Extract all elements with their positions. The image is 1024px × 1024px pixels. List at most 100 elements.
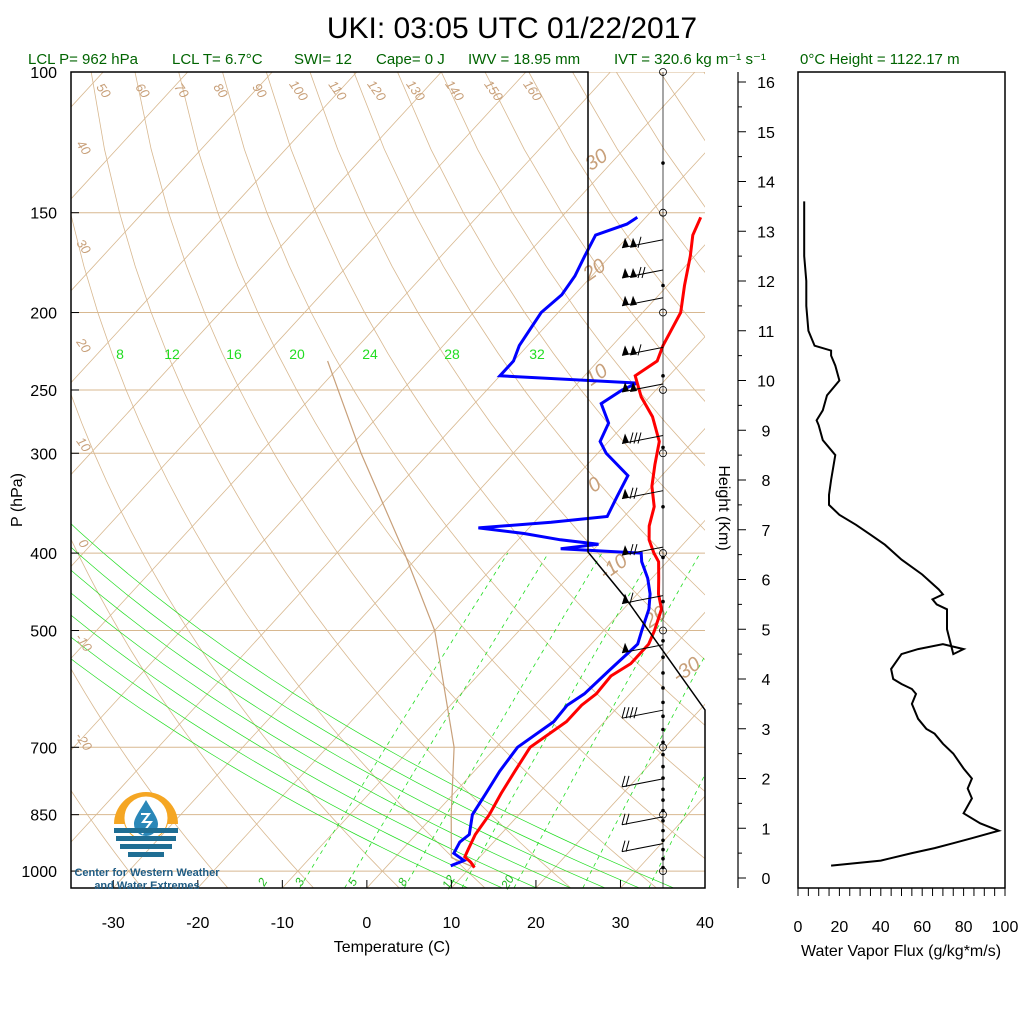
y-tick-label: 500 <box>30 624 57 641</box>
wind-level-dot <box>661 671 665 675</box>
x-tick-label: 20 <box>527 915 545 932</box>
moist-adiabat-line <box>71 569 606 888</box>
x-tick-label: -30 <box>102 915 125 932</box>
height-tick-label: 2 <box>762 772 771 789</box>
wind-barb-pennant <box>622 237 629 248</box>
logo-water-bands <box>114 828 178 857</box>
moist-adiabat-label: 20 <box>289 346 305 362</box>
wind-level-dot <box>661 283 665 288</box>
moist-adiabat-label: 16 <box>226 346 242 362</box>
dry-adiabat-label: 130 <box>403 77 428 104</box>
ivt-label: IVT = 320.6 kg m⁻¹ s⁻¹ <box>614 51 766 68</box>
wind-barb-pennant <box>622 593 629 604</box>
height-axis-label: Height (Km) <box>715 465 732 550</box>
isotherm-line <box>366 519 705 888</box>
temperature-series-line <box>462 216 703 869</box>
skewt-background-lines <box>71 72 1024 888</box>
wind-level-dot <box>661 714 665 718</box>
y-tick-label: 250 <box>30 383 57 400</box>
dry-adiabat-line <box>615 72 705 208</box>
moist-adiabat-line <box>71 546 640 888</box>
wind-barb-flag <box>629 543 634 556</box>
height-tick-label: 15 <box>757 125 775 142</box>
skewt-panel: 50 60 70 80 90 100 110 120 130 140 150 160403020100… <box>9 65 1024 956</box>
wind-level-dot <box>661 504 665 509</box>
isotherm-line <box>71 72 273 292</box>
background-line-labels: 50 60 70 80 90 100 110 120 130 140 150 160403020100… <box>72 77 705 892</box>
isotherm-label: -10 <box>72 630 96 655</box>
wind-level-dot <box>661 700 665 705</box>
dry-adiabat-line <box>528 72 705 338</box>
wvf-x-tick-label: 20 <box>831 919 849 936</box>
lcl-pressure-label: LCL P= 962 hPa <box>28 51 139 68</box>
wvf-x-axis-label: Water Vapor Flux (g/kg*m/s) <box>801 943 1001 960</box>
height-tick-label: 9 <box>762 423 771 440</box>
mixing-ratio-line <box>403 552 603 888</box>
wind-level-marker <box>659 386 667 394</box>
dry-adiabat-line <box>71 393 400 888</box>
wind-barb-shaft <box>621 709 664 719</box>
dry-adiabat-line <box>748 72 1024 888</box>
iwv-label: IWV = 18.95 mm <box>468 51 580 68</box>
wind-level-marker <box>659 449 667 458</box>
y-tick-label: 700 <box>30 740 57 757</box>
height-tick-label: 11 <box>758 324 775 341</box>
height-tick-label: 8 <box>762 473 771 490</box>
wind-level-dot <box>661 374 665 378</box>
isotherm-line <box>71 72 358 384</box>
isotherm-line <box>112 244 705 888</box>
wind-level-dot <box>661 740 665 745</box>
mixing-ratio-line <box>648 773 705 888</box>
y-tick-label: 200 <box>30 306 57 323</box>
cw3e-logo: Center for Western Weather and Water Ext… <box>74 792 220 892</box>
wind-level-dot <box>661 638 665 643</box>
height-tick-label: 0 <box>762 871 771 888</box>
y-tick-label: 300 <box>30 446 57 463</box>
wind-level-dot <box>661 847 665 852</box>
wind-barb-flag <box>633 707 638 719</box>
wind-barb-flag <box>633 487 638 499</box>
wind-level-dot <box>661 818 665 823</box>
wind-barb-flag <box>621 840 626 852</box>
skewt-frame <box>70 71 706 889</box>
wind-level-marker <box>659 208 667 217</box>
wind-level-dot <box>661 445 665 450</box>
dry-adiabat-line <box>178 72 705 860</box>
wvf-x-tick-label: 60 <box>913 919 931 936</box>
wind-barb-pennant <box>622 488 629 499</box>
x-tick-label: -20 <box>186 915 209 932</box>
height-tick-label: 14 <box>757 175 775 192</box>
mixing-ratio-line <box>513 552 701 888</box>
wind-level-dot <box>661 838 665 843</box>
isotherm-label-large: -30 <box>668 653 704 688</box>
wind-level-dot <box>661 865 665 870</box>
dry-adiabat-line <box>703 72 705 75</box>
dry-adiabat-line <box>71 538 314 888</box>
chart-title: UKI: 03:05 UTC 01/22/2017 <box>327 12 697 45</box>
parcel-path-line <box>327 360 475 869</box>
mixing-ratio-label: 2 <box>254 875 270 889</box>
dry-adiabat-label: 140 <box>442 77 467 104</box>
y-tick-label: 150 <box>30 206 57 223</box>
dry-adiabat-label: 90 <box>249 80 270 101</box>
wind-barb-pennant <box>630 237 637 248</box>
wind-level-dot <box>661 808 665 813</box>
dry-adiabat-line <box>440 72 705 467</box>
dewpoint-series-line <box>450 216 652 868</box>
moist-adiabat-label: 8 <box>116 346 124 362</box>
wind-barb-pennant <box>630 381 637 392</box>
dry-adiabat-line <box>71 213 486 888</box>
wind-barb-flag <box>629 432 634 444</box>
isotherm-line <box>790 72 1024 888</box>
x-tick-label: 10 <box>443 915 461 932</box>
dry-adiabat-line <box>353 72 705 596</box>
y-tick-label: 1000 <box>21 864 57 881</box>
dry-adiabat-line <box>265 72 705 726</box>
wind-barb-pennant <box>622 345 629 356</box>
wvf-x-tick-label: 0 <box>794 919 803 936</box>
dry-adiabat-label: 160 <box>520 77 545 104</box>
wind-level-dot <box>661 828 665 833</box>
dry-adiabat-label: 110 <box>326 78 351 104</box>
